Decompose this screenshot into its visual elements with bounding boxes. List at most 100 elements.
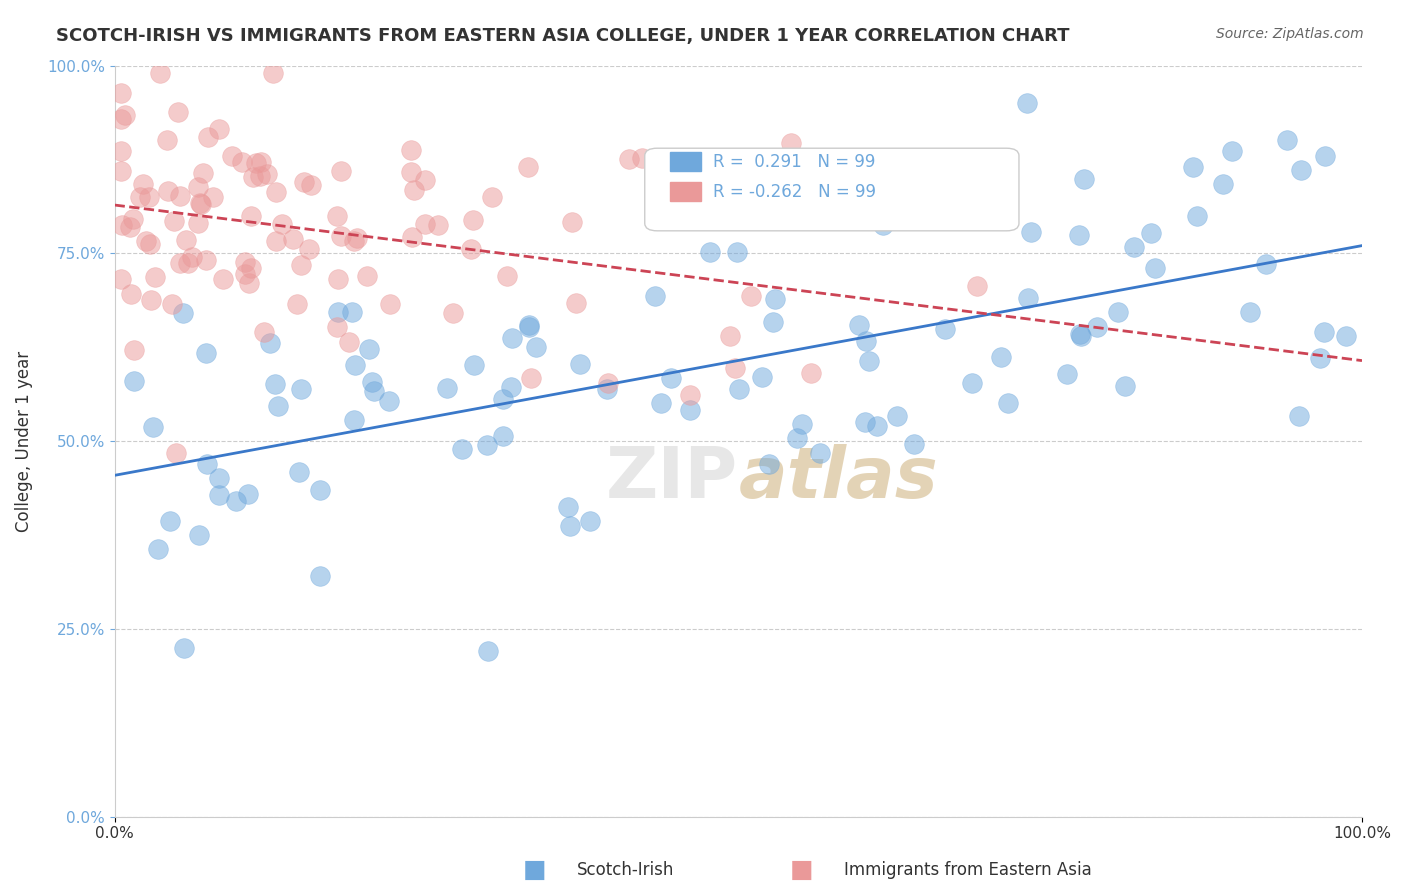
Point bbox=[169, 188, 191, 202]
Point bbox=[330, 164, 353, 178]
Point bbox=[169, 255, 191, 269]
Point bbox=[496, 268, 519, 283]
Point bbox=[619, 152, 641, 166]
Point bbox=[855, 334, 877, 348]
Point bbox=[1123, 240, 1146, 254]
Point bbox=[1277, 133, 1299, 147]
Point bbox=[326, 209, 349, 223]
Point bbox=[988, 189, 1011, 203]
Point bbox=[751, 369, 773, 384]
Point bbox=[934, 322, 956, 336]
Point bbox=[342, 412, 364, 426]
Point bbox=[159, 514, 181, 528]
Point bbox=[114, 108, 136, 122]
Point bbox=[359, 343, 381, 357]
Text: Scotch-Irish: Scotch-Irish bbox=[576, 861, 673, 879]
Point bbox=[253, 325, 276, 339]
Point bbox=[1212, 177, 1234, 191]
Point bbox=[308, 569, 330, 583]
Point bbox=[718, 328, 741, 343]
Point bbox=[1070, 329, 1092, 343]
Point bbox=[516, 160, 538, 174]
Point bbox=[725, 244, 748, 259]
Point bbox=[762, 314, 785, 328]
Point bbox=[197, 457, 219, 471]
Point bbox=[197, 130, 219, 145]
Point bbox=[294, 175, 316, 189]
Point bbox=[122, 374, 145, 388]
Point bbox=[256, 167, 278, 181]
Point bbox=[363, 384, 385, 398]
Point bbox=[162, 297, 184, 311]
Point bbox=[990, 350, 1012, 364]
Bar bbox=[669, 182, 700, 201]
Point bbox=[201, 190, 224, 204]
Point bbox=[436, 381, 458, 395]
Point bbox=[557, 500, 579, 514]
Bar bbox=[669, 152, 700, 170]
Point bbox=[143, 269, 166, 284]
Point bbox=[413, 173, 436, 187]
Point bbox=[163, 213, 186, 227]
Point bbox=[238, 276, 260, 290]
Point bbox=[1185, 209, 1208, 223]
Point bbox=[463, 213, 485, 227]
Point bbox=[1309, 351, 1331, 365]
Point bbox=[233, 255, 256, 269]
Point bbox=[463, 359, 485, 373]
Point bbox=[481, 189, 503, 203]
Point bbox=[211, 272, 233, 286]
Text: Source: ZipAtlas.com: Source: ZipAtlas.com bbox=[1216, 27, 1364, 41]
Point bbox=[886, 409, 908, 423]
Point bbox=[644, 289, 666, 303]
Point bbox=[326, 320, 349, 334]
Point bbox=[111, 218, 134, 232]
Point bbox=[404, 183, 426, 197]
Point bbox=[149, 66, 172, 80]
Point bbox=[298, 242, 321, 256]
Point bbox=[208, 122, 231, 136]
Point bbox=[441, 306, 464, 320]
Point bbox=[208, 488, 231, 502]
Point bbox=[356, 268, 378, 283]
Point bbox=[451, 442, 474, 456]
Point bbox=[727, 382, 749, 396]
Point bbox=[283, 232, 305, 246]
Point bbox=[231, 154, 253, 169]
Point bbox=[139, 237, 162, 252]
Point bbox=[165, 446, 187, 460]
Point bbox=[288, 465, 311, 479]
Text: ZIP: ZIP bbox=[606, 444, 738, 513]
Text: Immigrants from Eastern Asia: Immigrants from Eastern Asia bbox=[844, 861, 1091, 879]
Point bbox=[1069, 228, 1091, 243]
Point bbox=[221, 149, 243, 163]
Point bbox=[308, 483, 330, 497]
Point bbox=[157, 185, 180, 199]
Text: atlas: atlas bbox=[738, 444, 938, 513]
Point bbox=[110, 271, 132, 285]
Point bbox=[724, 360, 747, 375]
Point bbox=[378, 296, 401, 310]
Point bbox=[1239, 304, 1261, 318]
Point bbox=[758, 457, 780, 471]
Point bbox=[330, 229, 353, 244]
Point bbox=[1107, 305, 1129, 319]
Point bbox=[477, 643, 499, 657]
Point bbox=[866, 418, 889, 433]
Point bbox=[135, 234, 157, 248]
Text: R =  0.291   N = 99: R = 0.291 N = 99 bbox=[713, 153, 876, 170]
Point bbox=[361, 375, 384, 389]
Point bbox=[1289, 163, 1312, 178]
Point bbox=[903, 437, 925, 451]
Point bbox=[176, 255, 198, 269]
Point bbox=[492, 392, 515, 407]
Point bbox=[858, 354, 880, 368]
Point bbox=[245, 155, 267, 169]
FancyBboxPatch shape bbox=[645, 148, 1019, 231]
Point bbox=[492, 429, 515, 443]
Point bbox=[194, 345, 217, 359]
Point bbox=[118, 220, 141, 235]
Point bbox=[1313, 326, 1336, 340]
Point bbox=[110, 144, 132, 158]
Point bbox=[344, 359, 367, 373]
